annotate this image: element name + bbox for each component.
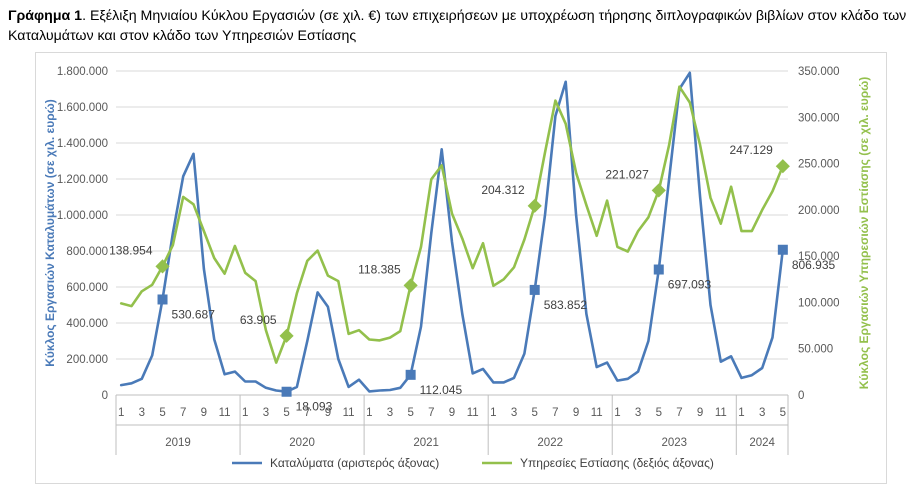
y-right-tick-label: 250.000 [798, 159, 840, 171]
x-tick-label: 11 [219, 407, 231, 419]
year-label: 2020 [289, 437, 315, 449]
data-label-accommodation: 583.852 [544, 298, 588, 312]
y-right-tick-label: 150.000 [798, 251, 840, 263]
x-tick-label: 11 [343, 407, 355, 419]
marker-food-services [527, 198, 542, 213]
y-left-tick-label: 800.000 [66, 246, 108, 258]
x-tick-label: 5 [407, 407, 413, 419]
x-tick-label: 3 [635, 407, 641, 419]
title-prefix: Γράφημα 1 [8, 8, 83, 24]
marker-food-services [155, 259, 170, 274]
y-left-tick-label: 1.800.000 [57, 66, 108, 78]
data-label-food-services: 247.129 [729, 143, 773, 157]
y-left-axis-title: Κύκλος Εργασιών Καταλυμάτων (σε χιλ. ευρ… [43, 99, 57, 367]
year-label: 2023 [661, 437, 687, 449]
x-tick-label: 1 [366, 407, 372, 419]
x-tick-label: 5 [159, 407, 165, 419]
data-label-food-services: 221.027 [605, 167, 649, 181]
y-left-tick-label: 600.000 [66, 282, 108, 294]
y-left-tick-label: 400.000 [66, 318, 108, 330]
x-tick-label: 11 [715, 407, 727, 419]
year-label: 2019 [165, 437, 191, 449]
x-tick-label: 1 [738, 407, 744, 419]
data-label-food-services: 138.954 [109, 243, 153, 257]
y-right-axis-title: Κύκλος Εργασιών Υπηρεσιών Εστίασης (σε χ… [857, 77, 871, 390]
legend-label-accommodation: Καταλύματα (αριστερός άξονας) [270, 456, 439, 470]
series-line-food-services [119, 85, 785, 364]
x-tick-label: 5 [532, 407, 538, 419]
y-right-tick-label: 100.000 [798, 297, 840, 309]
data-label-accommodation: 18.093 [296, 400, 333, 414]
x-tick-label: 7 [552, 407, 558, 419]
chart-title: Γράφημα 1. Εξέλιξη Μηνιαίου Κύκλου Εργασ… [8, 6, 913, 46]
y-left-tick-label: 1.200.000 [57, 174, 108, 186]
data-label-accommodation: 112.045 [420, 383, 463, 397]
marker-food-services [403, 278, 418, 293]
marker-accommodation [157, 294, 168, 305]
data-label-accommodation: 697.093 [668, 278, 712, 292]
marker-accommodation [777, 244, 788, 255]
x-tick-label: 5 [656, 407, 662, 419]
x-tick-label: 1 [242, 407, 248, 419]
y-left-tick-label: 1.400.000 [57, 138, 108, 150]
legend-label-food-services: Υπηρεσίες Εστίασης (δεξιός άξονας) [520, 456, 714, 470]
x-tick-label: 3 [759, 407, 765, 419]
y-right-tick-label: 200.000 [798, 205, 840, 217]
y-left-tick-label: 1.000.000 [57, 210, 108, 222]
marker-accommodation [405, 369, 416, 380]
marker-accommodation [281, 386, 292, 397]
x-tick-label: 7 [180, 407, 186, 419]
data-label-accommodation: 530.687 [172, 307, 216, 321]
series-line-accommodation [119, 71, 785, 394]
y-right-tick-label: 350.000 [798, 66, 840, 78]
x-tick-label: 9 [325, 407, 331, 419]
data-label-food-services: 63.905 [240, 313, 277, 327]
year-label: 2022 [537, 437, 563, 449]
x-tick-label: 7 [676, 407, 682, 419]
marker-accommodation [529, 284, 540, 295]
year-label: 2021 [413, 437, 439, 449]
chart-svg: 0 200.000 400.000 600.000 800.000 1.000.000 1.… [43, 66, 871, 470]
y-right-tick-label: 300.000 [798, 112, 840, 124]
marker-food-services [279, 328, 294, 343]
title-text: . Εξέλιξη Μηνιαίου Κύκλου Εργασιών (σε χ… [8, 8, 907, 44]
x-tick-label: 11 [591, 407, 603, 419]
x-tick-label: 3 [511, 407, 517, 419]
x-tick-label: 3 [139, 407, 145, 419]
y-left-tick-label: 200.000 [66, 354, 108, 366]
x-tick-label: 9 [449, 407, 455, 419]
x-tick-label: 5 [283, 407, 289, 419]
y-right-tick-label: 50.000 [798, 344, 833, 356]
x-tick-label: 1 [614, 407, 620, 419]
y-left-tick-label: 0 [102, 390, 108, 402]
data-label-accommodation: 806.935 [792, 258, 836, 272]
x-tick-label: 9 [573, 407, 579, 419]
y-left-tick-label: 1.600.000 [57, 102, 108, 114]
x-tick-label: 1 [118, 407, 124, 419]
x-tick-label: 3 [387, 407, 393, 419]
x-tick-label: 5 [780, 407, 786, 419]
y-right-tick-label: 0 [798, 390, 804, 402]
marker-accommodation [653, 264, 664, 275]
x-tick-label: 1 [490, 407, 496, 419]
year-label: 2024 [749, 437, 775, 449]
marker-food-services [651, 183, 666, 198]
chart-area: 0 200.000 400.000 600.000 800.000 1.000.000 1.… [35, 52, 887, 484]
x-tick-label: 9 [201, 407, 207, 419]
marker-food-services [775, 159, 790, 174]
x-tick-label: 7 [428, 407, 434, 419]
x-tick-label: 3 [263, 407, 269, 419]
x-tick-label: 7 [304, 407, 310, 419]
data-label-food-services: 204.312 [481, 183, 525, 197]
x-tick-label: 11 [467, 407, 479, 419]
x-tick-label: 9 [697, 407, 703, 419]
data-label-food-services: 118.385 [358, 262, 401, 276]
